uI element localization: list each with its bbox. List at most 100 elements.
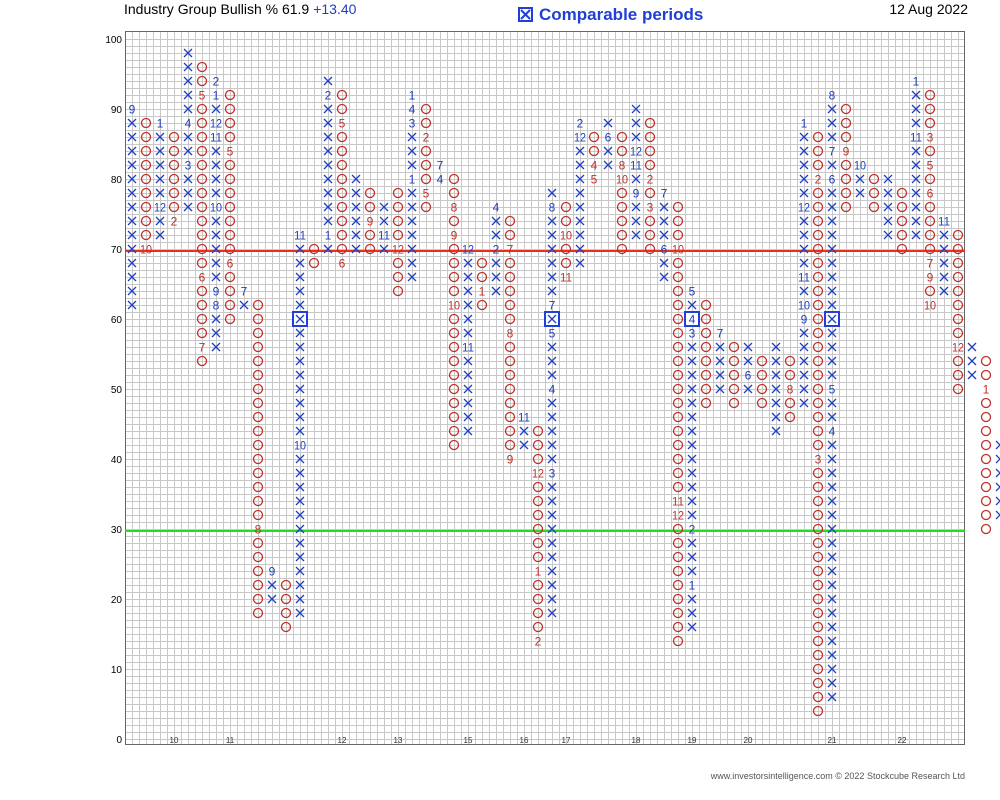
x-mark	[547, 272, 557, 282]
x-mark	[547, 496, 557, 506]
y-tick-label: 50	[111, 385, 123, 396]
o-mark	[784, 411, 796, 423]
x-mark	[295, 314, 305, 324]
x-mark	[127, 300, 137, 310]
o-mark	[252, 453, 264, 465]
o-mark	[532, 607, 544, 619]
month-mark: 9	[129, 103, 136, 117]
x-mark	[575, 146, 585, 156]
x-mark	[127, 160, 137, 170]
x-mark	[631, 216, 641, 226]
o-mark	[532, 537, 544, 549]
o-mark	[840, 173, 852, 185]
x-mark	[687, 496, 697, 506]
x-mark	[827, 132, 837, 142]
x-mark	[799, 342, 809, 352]
x-mark	[827, 594, 837, 604]
o-mark	[616, 131, 628, 143]
x-mark	[799, 132, 809, 142]
x-mark	[547, 342, 557, 352]
o-mark	[532, 509, 544, 521]
x-mark	[323, 244, 333, 254]
x-mark	[295, 244, 305, 254]
o-mark	[728, 355, 740, 367]
month-mark: 3	[409, 117, 416, 131]
x-mark	[575, 160, 585, 170]
month-mark: 12	[392, 243, 404, 257]
x-mark	[827, 398, 837, 408]
o-mark	[448, 285, 460, 297]
o-mark	[924, 173, 936, 185]
x-mark	[547, 524, 557, 534]
x-mark	[799, 370, 809, 380]
month-mark: 7	[241, 285, 248, 299]
x-mark	[211, 174, 221, 184]
x-mark	[687, 622, 697, 632]
o-mark	[812, 467, 824, 479]
x-mark	[547, 258, 557, 268]
x-mark	[295, 300, 305, 310]
x-mark	[687, 370, 697, 380]
x-mark	[603, 146, 613, 156]
o-mark	[672, 467, 684, 479]
month-mark: 9	[801, 313, 808, 327]
o-mark	[364, 201, 376, 213]
month-mark: 10	[140, 243, 152, 257]
o-mark	[952, 271, 964, 283]
month-mark: 9	[269, 565, 276, 579]
x-mark	[827, 244, 837, 254]
y-tick-label: 10	[111, 665, 123, 676]
month-mark: 6	[745, 369, 752, 383]
o-mark	[140, 145, 152, 157]
o-mark	[812, 229, 824, 241]
o-mark	[812, 579, 824, 591]
o-mark	[672, 425, 684, 437]
x-mark	[491, 216, 501, 226]
o-mark	[336, 229, 348, 241]
o-mark	[924, 201, 936, 213]
o-mark	[532, 523, 544, 535]
y-tick-label: 0	[116, 735, 122, 746]
o-mark	[280, 579, 292, 591]
x-mark	[463, 328, 473, 338]
x-mark	[211, 160, 221, 170]
o-mark	[924, 145, 936, 157]
x-mark	[127, 146, 137, 156]
o-mark	[448, 411, 460, 423]
x-mark	[295, 510, 305, 520]
o-mark	[812, 523, 824, 535]
month-mark: 4	[493, 201, 500, 215]
x-mark	[463, 272, 473, 282]
x-mark	[827, 286, 837, 296]
month-mark: 11	[560, 271, 572, 285]
o-mark	[560, 243, 572, 255]
o-mark	[252, 299, 264, 311]
o-mark	[952, 355, 964, 367]
x-mark	[659, 272, 669, 282]
o-mark	[280, 621, 292, 633]
o-mark	[532, 551, 544, 563]
o-mark	[420, 159, 432, 171]
x-mark	[687, 398, 697, 408]
month-mark: 11	[798, 271, 810, 285]
x-mark	[491, 286, 501, 296]
o-mark	[812, 565, 824, 577]
x-mark	[295, 258, 305, 268]
month-mark: 12	[462, 243, 474, 257]
o-mark	[896, 229, 908, 241]
o-mark	[812, 593, 824, 605]
o-mark	[812, 411, 824, 423]
x-mark	[547, 412, 557, 422]
o-mark	[840, 187, 852, 199]
x-mark	[127, 216, 137, 226]
month-mark: 10	[448, 299, 460, 313]
x-mark	[743, 384, 753, 394]
o-mark	[756, 397, 768, 409]
o-mark	[224, 215, 236, 227]
o-mark	[420, 201, 432, 213]
o-mark	[476, 299, 488, 311]
month-mark: 3	[549, 467, 556, 481]
o-mark	[756, 369, 768, 381]
x-mark	[911, 202, 921, 212]
x-mark	[575, 258, 585, 268]
